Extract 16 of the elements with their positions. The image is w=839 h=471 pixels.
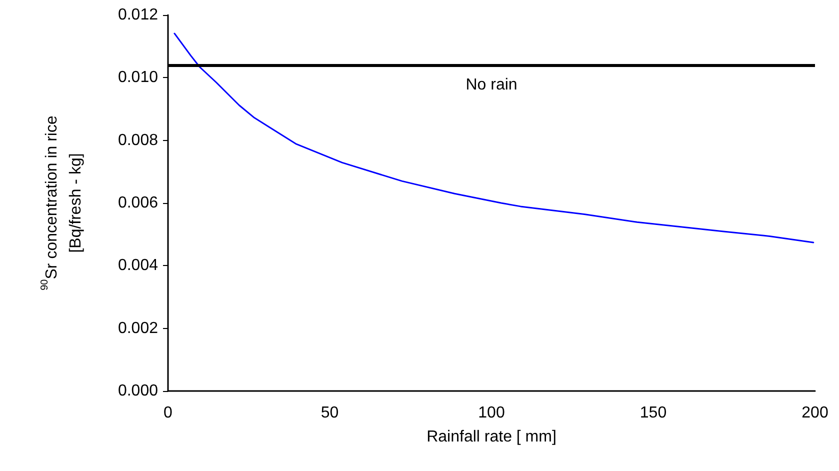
x-tick-label: 200 [802, 404, 828, 422]
y-tick-label: 0.008 [118, 132, 158, 149]
x-tick-label: 50 [320, 404, 339, 422]
x-tick-label: 0 [164, 404, 173, 422]
y-axis-title: 90Sr concentration in rice [Bq/fresh - kg] [40, 116, 84, 290]
y-tick-label: 0.012 [118, 6, 158, 24]
x-axis-title: Rainfall rate [ mm] [426, 428, 556, 446]
y-tick-label: 0.006 [118, 194, 158, 212]
line-series [174, 32, 814, 244]
y-tick-label: 0.010 [118, 69, 158, 86]
ref-line-label: No rain [466, 76, 518, 94]
x-tick-label: 100 [478, 404, 505, 422]
y-tick-label: 0.002 [118, 320, 158, 337]
y-tick-label: 0.000 [118, 382, 158, 400]
y-tick-label: 0.004 [118, 257, 158, 274]
x-tick-label: 150 [640, 404, 667, 422]
